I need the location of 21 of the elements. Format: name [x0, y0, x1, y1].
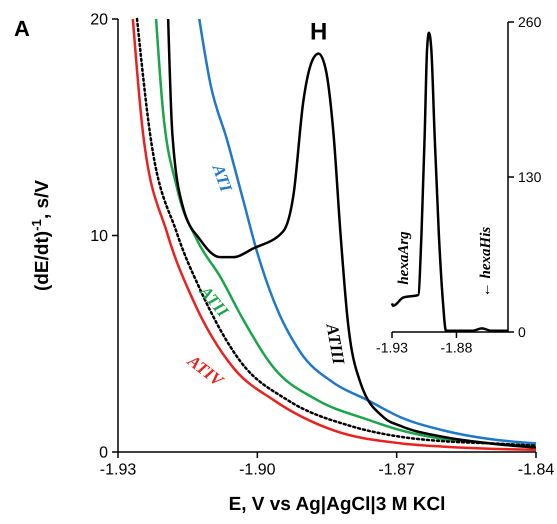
annotation: ← hexaHis — [478, 226, 494, 298]
y2-tick-label: 130 — [518, 168, 542, 185]
text: A — [14, 16, 30, 41]
x-tick-label: -1.93 — [100, 461, 136, 478]
text: ATI — [208, 161, 236, 196]
annotation: hexaArg — [396, 230, 412, 285]
text: ATIII — [322, 321, 349, 368]
annotation: H — [310, 18, 328, 46]
x-tick-label: -1.90 — [239, 461, 276, 478]
y-tick-label: 10 — [90, 228, 108, 246]
x-tick-label: -1.88 — [440, 340, 473, 356]
x-tick-label: -1.84 — [518, 461, 554, 478]
y2-tick-label: 0 — [518, 324, 526, 340]
y2-tick-label: 260 — [518, 14, 542, 30]
text: ATIV — [183, 350, 228, 392]
x-tick-label: -1.93 — [376, 340, 408, 356]
y-tick-label: 20 — [90, 12, 108, 29]
x-axis-title: E, V vs Ag|AgCl|3 M KCl — [228, 494, 446, 515]
y-tick-label: 0 — [99, 444, 108, 462]
x-tick-label: -1.87 — [378, 461, 416, 478]
text: ATII — [195, 282, 234, 322]
